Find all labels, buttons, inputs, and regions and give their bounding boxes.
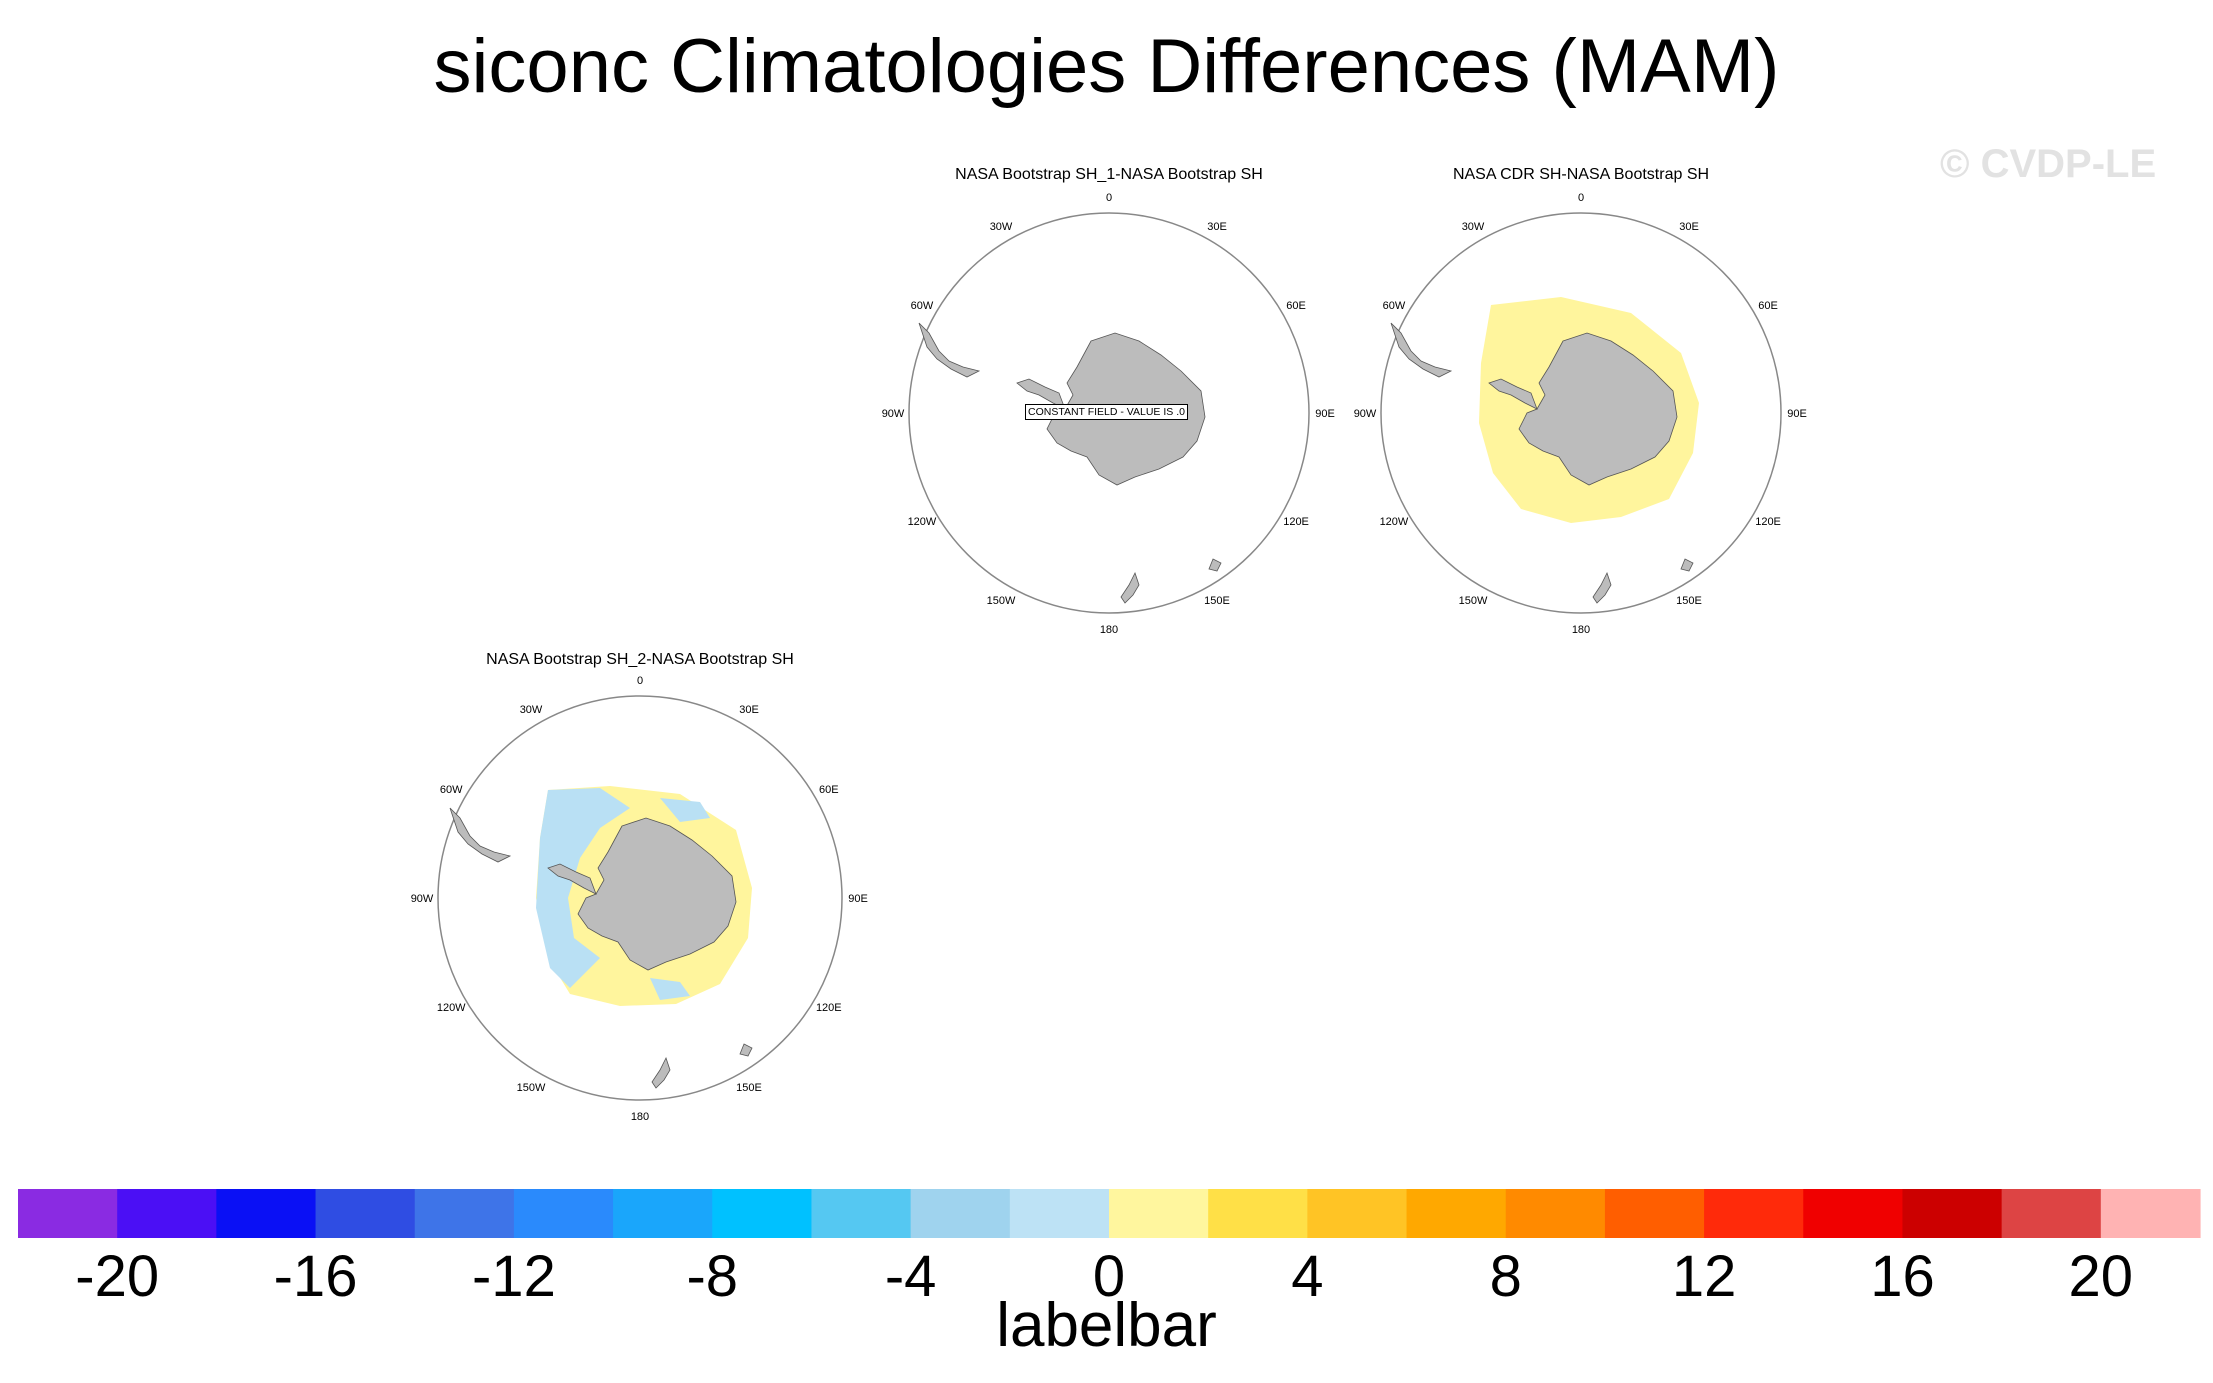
- land-new-zealand: [1592, 571, 1612, 604]
- longitude-label: 0: [1578, 192, 1584, 204]
- colorbar-tick-label: 16: [1870, 1244, 1935, 1309]
- longitude-label: 60E: [1758, 300, 1778, 312]
- longitude-label: 120E: [816, 1002, 842, 1014]
- longitude-label: 150E: [1676, 595, 1702, 607]
- colorbar-tick-label: -4: [884, 1244, 937, 1309]
- colorbar-swatch: [1009, 1189, 1110, 1238]
- longitude-label: 120W: [1380, 516, 1409, 528]
- colorbar-swatch: [1109, 1189, 1209, 1238]
- longitude-label: 180: [1572, 624, 1590, 636]
- colorbar-swatch: [117, 1189, 217, 1238]
- longitude-label: 30E: [739, 704, 759, 716]
- panel-2-title: NASA CDR SH-NASA Bootstrap SH: [1452, 166, 1710, 183]
- land-tasmania: [1680, 558, 1694, 572]
- colorbar-swatch: [414, 1189, 515, 1238]
- colorbar-swatch: [712, 1189, 813, 1238]
- longitude-label: 120E: [1283, 516, 1309, 528]
- colorbar-label: labelbar: [996, 1291, 1217, 1360]
- ice-difference-negative: [536, 788, 630, 988]
- colorbar-tick-label: 20: [2068, 1244, 2134, 1309]
- colorbar-tick-label: 0: [1092, 1244, 1126, 1309]
- colorbar-swatch: [1505, 1189, 1606, 1238]
- longitude-label: 30W: [1462, 221, 1485, 233]
- constant-field-annotation: CONSTANT FIELD - VALUE IS .0: [1025, 404, 1188, 420]
- land-new-zealand: [1120, 571, 1140, 604]
- longitude-label: 90E: [1787, 408, 1807, 420]
- longitude-label: 150W: [517, 1082, 546, 1094]
- land-new-zealand: [651, 1056, 671, 1089]
- longitude-label: 60E: [1286, 300, 1306, 312]
- map-panel-2: 0 30E 60E 90E 120E 150E 180 150W 120W 90W 60W 30W: [1354, 192, 1807, 636]
- colorbar-tick-label: 4: [1291, 1244, 1324, 1309]
- colorbar-swatch: [811, 1189, 912, 1238]
- land-tasmania: [1208, 558, 1222, 572]
- colorbar-swatch: [1208, 1189, 1308, 1238]
- colorbar-swatch: [613, 1189, 713, 1238]
- longitude-label: 150E: [736, 1082, 762, 1094]
- colorbar-swatch: [2001, 1189, 2102, 1238]
- colorbar-swatch: [216, 1189, 317, 1238]
- colorbar-swatch: [1604, 1189, 1705, 1238]
- longitude-label: 180: [631, 1111, 649, 1123]
- colorbar-swatch: [1406, 1189, 1507, 1238]
- colorbar-swatch: [1803, 1189, 1904, 1238]
- longitude-label: 180: [1100, 624, 1118, 636]
- longitude-label: 60E: [819, 784, 839, 796]
- ice-difference-negative: [660, 798, 710, 822]
- land-south-america: [449, 807, 512, 863]
- longitude-label: 0: [1106, 192, 1112, 204]
- panel-1-title: NASA Bootstrap SH_1-NASA Bootstrap SH: [955, 166, 1263, 183]
- longitude-label: 150E: [1204, 595, 1230, 607]
- colorbar-tick-label: -16: [273, 1244, 358, 1309]
- longitude-label: 90W: [1354, 408, 1377, 420]
- longitude-label: 60W: [911, 300, 934, 312]
- colorbar-tick-label: -12: [471, 1244, 556, 1309]
- land-antarctic-peninsula: [547, 863, 597, 895]
- land-south-america: [1390, 322, 1453, 378]
- ice-difference-negative: [650, 978, 690, 1000]
- longitude-label: 150W: [1459, 595, 1488, 607]
- longitude-label: 60W: [1383, 300, 1406, 312]
- longitude-label: 120W: [908, 516, 937, 528]
- panel-3-title: NASA Bootstrap SH_2-NASA Bootstrap SH: [486, 651, 794, 668]
- colorbar-swatch: [315, 1189, 416, 1238]
- colorbar-swatch: [513, 1189, 614, 1238]
- colorbar-tick-label: -8: [686, 1244, 739, 1309]
- longitude-label: 120E: [1755, 516, 1781, 528]
- longitude-label: 30E: [1207, 221, 1227, 233]
- land-antarctica: [1518, 332, 1678, 486]
- colorbar-swatch: [910, 1189, 1011, 1238]
- longitude-label: 90E: [1315, 408, 1335, 420]
- longitude-label: 90W: [411, 893, 434, 905]
- longitude-label: 90W: [882, 408, 905, 420]
- land-tasmania: [739, 1043, 753, 1057]
- figure-title: siconc Climatologies Differences (MAM): [433, 24, 1780, 109]
- longitude-label: 150W: [987, 595, 1016, 607]
- longitude-label: 90E: [848, 893, 868, 905]
- longitude-label: 30E: [1679, 221, 1699, 233]
- land-antarctic-peninsula: [1488, 378, 1538, 410]
- longitude-label: 0: [637, 675, 643, 687]
- longitude-label: 30W: [520, 704, 543, 716]
- colorbar-swatch: [18, 1189, 118, 1238]
- land-antarctica: [577, 817, 737, 971]
- colorbar-tick-label: 12: [1671, 1244, 1737, 1309]
- colorbar-tick-label: -20: [75, 1244, 160, 1309]
- colorbar-swatch: [2100, 1189, 2201, 1238]
- land-south-america: [918, 322, 981, 378]
- map-panel-3: 0 30E 60E 90E 120E 150E 180 150W 120W 90W 60W 30W: [411, 675, 868, 1123]
- longitude-label: 60W: [440, 784, 463, 796]
- watermark: © CVDP-LE: [1940, 142, 2157, 186]
- colorbar-swatch: [1307, 1189, 1408, 1238]
- colorbar-swatch: [1704, 1189, 1804, 1238]
- longitude-label: 120W: [437, 1002, 466, 1014]
- land-antarctic-peninsula: [1016, 378, 1066, 410]
- colorbar-tick-label: 8: [1489, 1244, 1522, 1309]
- colorbar-swatch: [1902, 1189, 2003, 1238]
- longitude-label: 30W: [990, 221, 1013, 233]
